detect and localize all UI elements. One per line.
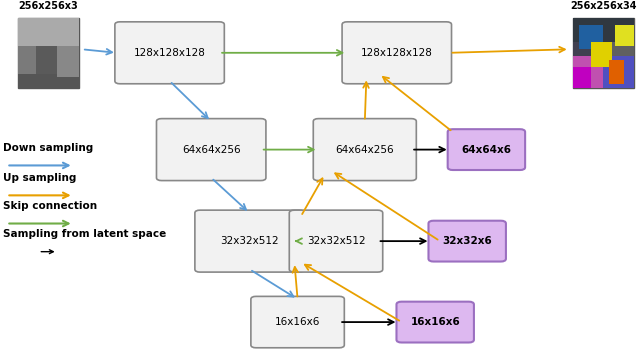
FancyBboxPatch shape: [448, 129, 525, 170]
Text: 256x256x34: 256x256x34: [570, 1, 636, 11]
Text: 32x32x512: 32x32x512: [220, 236, 279, 246]
Text: 256x256x3: 256x256x3: [19, 1, 78, 11]
FancyBboxPatch shape: [342, 22, 452, 84]
Text: 16x16x6: 16x16x6: [275, 317, 320, 327]
Bar: [600, 42, 634, 56]
Text: Skip connection: Skip connection: [3, 201, 97, 211]
Text: 128x128x128: 128x128x128: [361, 48, 433, 58]
Text: 32x32x6: 32x32x6: [442, 236, 492, 246]
Bar: [591, 42, 612, 67]
Bar: [579, 25, 604, 49]
Bar: [18, 74, 79, 88]
Text: 64x64x256: 64x64x256: [335, 145, 394, 155]
Text: Down sampling: Down sampling: [3, 143, 93, 153]
FancyBboxPatch shape: [429, 221, 506, 262]
Bar: [573, 56, 603, 88]
Bar: [18, 46, 36, 74]
Text: Up sampling: Up sampling: [3, 173, 77, 183]
FancyBboxPatch shape: [156, 119, 266, 181]
Bar: [604, 56, 634, 88]
Bar: [573, 67, 591, 88]
FancyBboxPatch shape: [115, 22, 225, 84]
FancyBboxPatch shape: [397, 302, 474, 342]
Text: 64x64x6: 64x64x6: [461, 145, 511, 155]
FancyBboxPatch shape: [195, 210, 305, 272]
Bar: [609, 60, 625, 84]
Text: 16x16x6: 16x16x6: [410, 317, 460, 327]
Bar: [573, 42, 600, 56]
FancyBboxPatch shape: [314, 119, 416, 181]
Bar: [573, 18, 634, 42]
FancyBboxPatch shape: [289, 210, 383, 272]
FancyBboxPatch shape: [18, 18, 79, 88]
Bar: [616, 25, 634, 46]
Bar: [18, 18, 79, 46]
FancyBboxPatch shape: [251, 296, 344, 348]
Text: Sampling from latent space: Sampling from latent space: [3, 230, 166, 239]
FancyBboxPatch shape: [573, 18, 634, 88]
Bar: [58, 46, 79, 77]
Text: 32x32x512: 32x32x512: [307, 236, 365, 246]
Text: 128x128x128: 128x128x128: [134, 48, 205, 58]
Text: 64x64x256: 64x64x256: [182, 145, 241, 155]
